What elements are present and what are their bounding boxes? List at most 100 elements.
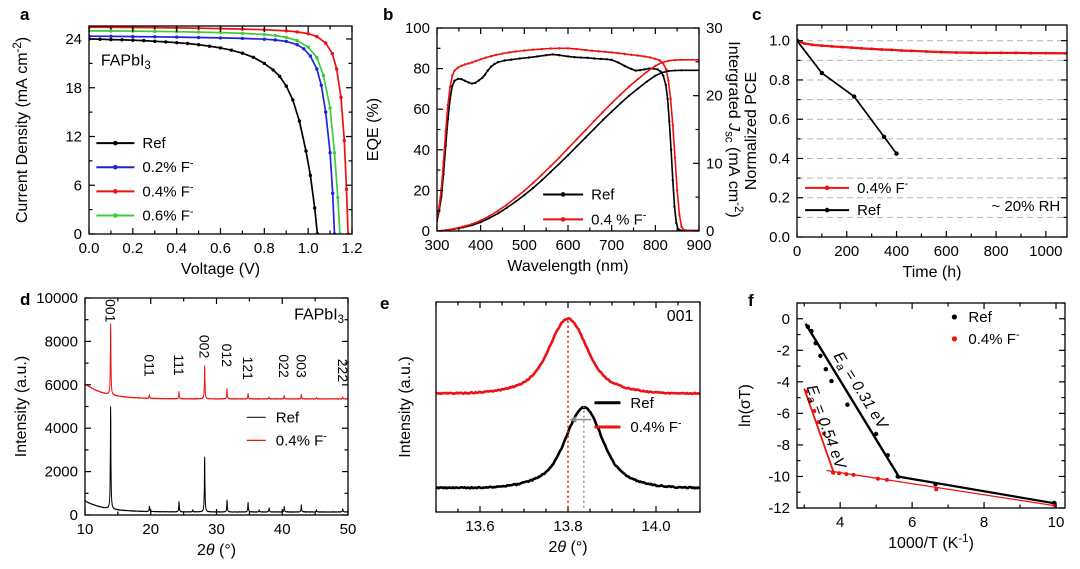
series-marker <box>822 431 826 436</box>
text-run: -4 <box>777 374 790 391</box>
tick-label: 400 <box>468 237 493 254</box>
series-marker <box>676 189 679 192</box>
annotation: 011 <box>141 354 157 377</box>
tick-label: 8000 <box>45 333 78 350</box>
text-run: 6000 <box>45 377 78 394</box>
series-marker <box>870 47 874 51</box>
text-run: Intergrated <box>725 41 742 123</box>
text-run: 012 <box>219 344 235 368</box>
legend-marker-dot <box>113 164 118 170</box>
series-marker <box>969 51 973 55</box>
series-marker <box>610 110 613 113</box>
series-marker <box>852 94 857 99</box>
series-marker <box>306 32 310 36</box>
series-marker <box>451 84 454 88</box>
annotations: ~ 20% RH <box>991 198 1060 215</box>
chart-xrd-zoom: 13.6 13.8 14.0 2θ (°) Intensity (a.u.) 001 Ref… <box>397 301 701 556</box>
series-marker <box>1014 51 1018 55</box>
text-run: 20 <box>413 182 430 199</box>
series-marker <box>295 38 299 43</box>
series-marker <box>593 57 596 60</box>
legend: Ref 0.4% F- <box>594 395 682 436</box>
text-run: -10 <box>768 468 790 485</box>
series-marker <box>575 138 578 141</box>
text-run: Voltage (V) <box>181 261 260 278</box>
text-run: 1.0 <box>298 240 319 257</box>
series-marker <box>456 77 460 81</box>
annotation: 012 <box>219 344 235 368</box>
series-marker <box>477 79 481 82</box>
series-marker <box>575 47 578 51</box>
text-run: -1 <box>958 533 968 545</box>
series-marker <box>196 30 201 34</box>
chart-eqe: 300 400 500 600 700 800 9000204060801000102030… <box>365 20 744 275</box>
text-run: 4 <box>836 514 844 531</box>
series-marker <box>278 74 282 79</box>
series-marker <box>185 41 190 46</box>
series-marker <box>593 119 596 123</box>
annotation: 121 <box>240 357 256 381</box>
tick-label: 1.0 <box>769 33 790 50</box>
series-marker <box>453 79 456 83</box>
text-run: 222 <box>335 359 351 383</box>
tick-label: 20 <box>142 521 159 538</box>
legend-marker-dot <box>113 213 118 218</box>
series-marker <box>324 110 328 114</box>
annotation: 222 <box>335 359 351 383</box>
series-marker <box>302 47 306 51</box>
tick-label: 10 <box>77 521 94 538</box>
panel-letter-c: c <box>752 5 762 24</box>
tick-label: 12 <box>65 129 82 146</box>
series-marker <box>514 50 517 53</box>
tick-label: 20 <box>706 88 723 105</box>
series-marker <box>175 35 179 39</box>
series-marker <box>816 420 821 425</box>
series-marker <box>440 187 443 190</box>
series-marker <box>673 156 677 160</box>
series-marker <box>636 87 639 90</box>
tick-label: 1000 <box>1029 243 1062 260</box>
tick-label: 0.8 <box>769 72 790 89</box>
text-run: 13.8 <box>553 518 582 535</box>
text-run: 0.4% F <box>276 432 324 449</box>
text-run: 0 <box>793 243 801 260</box>
legend-marker-dot <box>951 314 957 320</box>
text-run: 011 <box>141 354 157 377</box>
series-marker <box>845 402 850 407</box>
series-marker <box>645 70 648 74</box>
series-group <box>89 26 350 234</box>
series-marker <box>619 102 622 105</box>
series-marker <box>218 46 223 50</box>
series-marker <box>873 431 879 437</box>
series-marker <box>549 171 552 174</box>
text-run: (°) <box>566 539 588 556</box>
series-line <box>89 38 319 234</box>
tick-label: 0.4 <box>769 150 790 167</box>
tick-label: 6 <box>74 177 82 194</box>
series-marker <box>518 57 522 60</box>
series-marker <box>636 78 639 81</box>
series-marker <box>654 64 657 67</box>
series-marker <box>654 57 657 61</box>
series-marker <box>630 67 633 71</box>
tick-label: -4 <box>777 374 790 391</box>
text-run: 0 <box>706 223 714 240</box>
text-run: Ref <box>968 309 992 326</box>
text-run: 10 <box>77 521 94 538</box>
series-group <box>797 38 1067 156</box>
series-marker <box>593 127 596 130</box>
annotations: FAPbI3 <box>101 53 151 73</box>
panel-d: 10 20 30 40 50 0 2000 4000 6000 8000 10000 2θ (°) In… <box>0 285 360 569</box>
tick-label: 400 <box>884 243 909 260</box>
tick-label: 0.4 <box>166 240 187 257</box>
text-run: 30 <box>706 20 723 37</box>
series-marker <box>467 62 470 65</box>
text-run: FAPbI <box>101 53 145 70</box>
panel-letter-f: f <box>748 291 754 310</box>
series-marker <box>335 67 339 71</box>
series-marker <box>575 145 578 148</box>
y-axis-label: Normalized PCE <box>743 72 760 190</box>
series-marker <box>819 70 825 76</box>
series-marker <box>497 209 500 212</box>
series-marker <box>610 102 613 105</box>
